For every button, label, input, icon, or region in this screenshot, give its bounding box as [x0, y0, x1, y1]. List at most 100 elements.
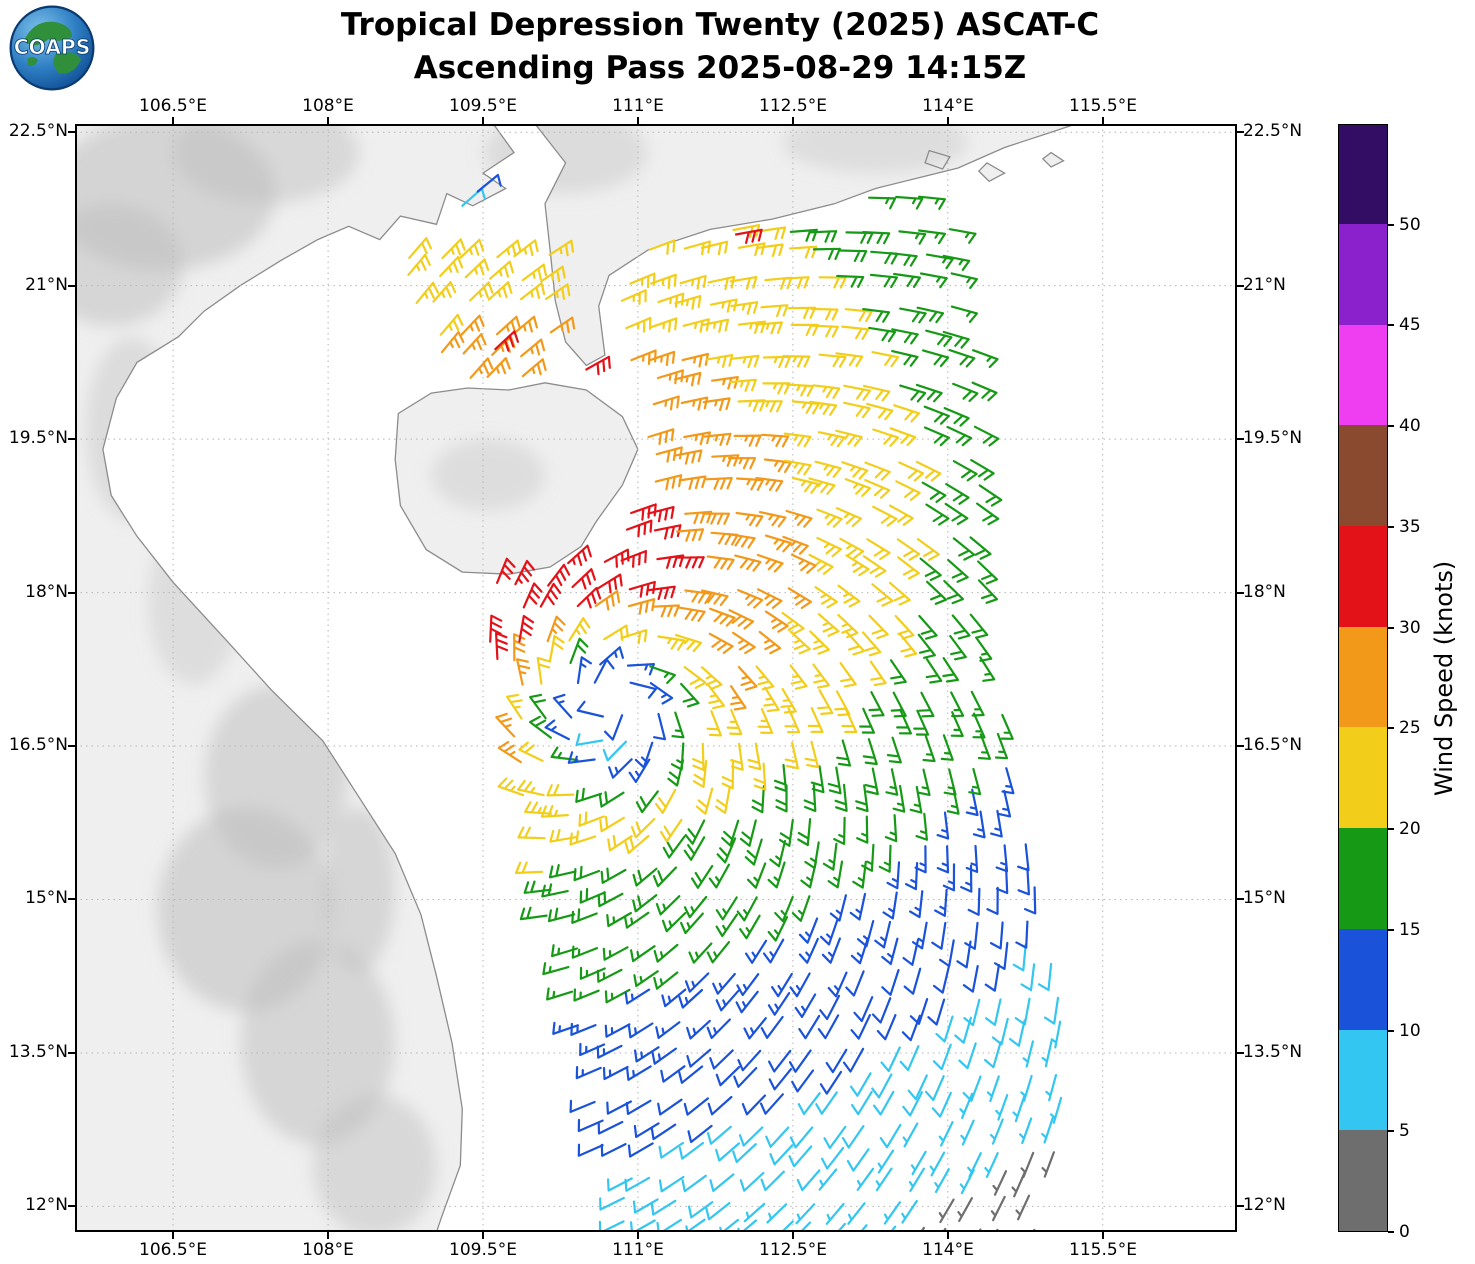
wind-barb	[931, 1091, 952, 1118]
landmass	[1042, 152, 1064, 167]
wind-barb	[550, 746, 579, 762]
wind-barb	[460, 314, 485, 336]
colorbar-segment	[1339, 1028, 1387, 1131]
y-axis-tick-label-left: 15°N	[25, 888, 68, 908]
axis-tick	[947, 1232, 949, 1239]
wind-barb	[684, 972, 710, 993]
wind-barb	[620, 550, 647, 568]
wind-barb	[957, 1197, 973, 1222]
colorbar-segment	[1339, 928, 1387, 1030]
wind-barb	[781, 276, 810, 289]
wind-barb	[544, 719, 570, 741]
wind-barb	[552, 693, 573, 719]
wind-barb	[648, 239, 676, 255]
wind-barb	[789, 1126, 814, 1149]
wind-barb	[908, 1167, 925, 1192]
wind-barb	[549, 316, 576, 334]
wind-barb	[782, 355, 811, 368]
wind-barb	[681, 1174, 707, 1193]
wind-barb	[542, 962, 570, 976]
wind-barb	[952, 537, 976, 561]
wind-barb	[674, 371, 702, 387]
wind-barb	[569, 830, 597, 846]
wind-barb	[632, 894, 658, 913]
wind-barb	[630, 817, 656, 839]
wind-barb	[432, 281, 457, 303]
wind-barb	[902, 1091, 923, 1117]
wind-barb	[736, 477, 765, 491]
wind-barb	[575, 787, 603, 803]
wind-barb	[791, 895, 811, 922]
wind-barb	[514, 559, 535, 586]
wind-barb	[517, 779, 545, 797]
wind-barb	[958, 1042, 977, 1070]
wind-barb	[730, 301, 759, 315]
wind-barb	[916, 538, 940, 561]
wind-barb	[821, 1146, 845, 1170]
wind-barb	[679, 274, 707, 290]
wind-barb	[918, 229, 946, 245]
wind-barb	[521, 263, 548, 282]
wind-barb	[845, 554, 870, 577]
wind-barb	[489, 614, 503, 643]
wind-barb	[985, 998, 1002, 1026]
wind-barb	[628, 580, 656, 598]
wind-barb	[575, 733, 604, 746]
wind-barb	[607, 1177, 633, 1192]
wind-barb	[476, 173, 502, 193]
wind-barb	[701, 512, 731, 525]
wind-barb	[808, 477, 836, 495]
colorbar-tick	[1388, 627, 1394, 629]
wind-barb	[836, 507, 863, 527]
wind-barb	[767, 992, 791, 1016]
wind-barb	[917, 768, 931, 796]
wind-barb	[707, 1095, 733, 1116]
wind-barb	[757, 708, 774, 734]
wind-barb	[938, 1121, 954, 1147]
wind-barb	[686, 1019, 711, 1040]
wind-barb	[946, 787, 960, 815]
wind-barb	[680, 912, 704, 935]
wind-barb	[599, 1196, 625, 1211]
wind-barb	[707, 275, 736, 291]
wind-barb	[529, 715, 552, 739]
wind-barb	[963, 998, 981, 1027]
wind-barb	[850, 1014, 871, 1040]
wind-barb	[576, 586, 602, 609]
wind-barb	[862, 738, 878, 766]
wind-barb	[771, 972, 793, 998]
wind-barb	[940, 734, 954, 761]
wind-barb	[918, 614, 938, 640]
wind-barb	[540, 804, 569, 818]
wind-barb	[918, 691, 935, 718]
wind-barb	[648, 350, 676, 366]
colorbar-segment	[1339, 726, 1387, 829]
colorbar-tick-label: 15	[1399, 920, 1421, 940]
wind-barb	[570, 1022, 597, 1036]
wind-barb	[915, 460, 942, 482]
wind-barb	[959, 1092, 974, 1119]
wind-barb	[892, 784, 906, 813]
wind-barb	[932, 966, 950, 994]
wind-barb	[972, 349, 999, 369]
wind-barb	[837, 584, 861, 608]
wind-barb	[882, 891, 898, 920]
wind-barb	[737, 589, 764, 609]
wind-barb	[676, 556, 705, 569]
wind-barb	[1015, 920, 1029, 949]
wind-barb	[546, 987, 574, 1001]
wind-barb	[911, 921, 928, 950]
wind-barb	[962, 965, 979, 993]
wind-barb	[790, 553, 817, 574]
wind-barb	[845, 630, 866, 656]
axis-tick	[1237, 1205, 1244, 1207]
wind-barb	[1041, 1039, 1053, 1068]
wind-barb	[898, 230, 927, 245]
wind-barb	[715, 896, 738, 921]
wind-barb	[917, 633, 936, 659]
wind-barb	[992, 1170, 1008, 1196]
wind-barb	[872, 428, 900, 447]
wind-barb	[683, 1097, 709, 1116]
wind-barb	[408, 237, 432, 259]
wind-barb	[732, 1143, 757, 1163]
